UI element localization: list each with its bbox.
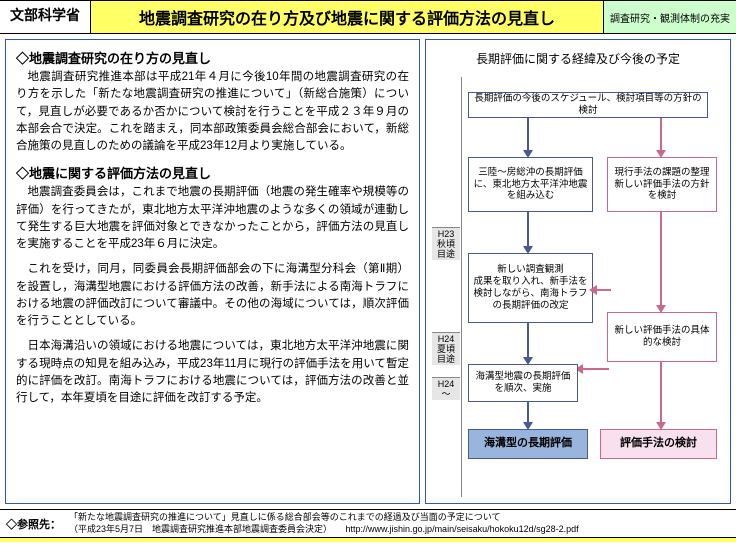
node-issues: 現行手法の課題の整理 新しい評価手法の方針を検討 <box>607 157 717 212</box>
node-sequential: 海溝型地震の長期評価を順次、実施 <box>468 364 578 402</box>
para-2: 地震調査委員会は，これまで地震の長期評価（地震の発生確率や規模等の評価）を行って… <box>16 184 409 253</box>
arrow <box>589 285 597 295</box>
para-4: 日本海溝沿いの領域における地震については，東北地方太平洋沖地震に関する現時点の知… <box>16 338 409 407</box>
chart-title: 長期評価に関する経緯及び今後の予定 <box>432 50 724 67</box>
arrow <box>660 118 662 152</box>
chart-panel: 長期評価に関する経緯及び今後の予定 H23 秋頃 目途 H24 夏頃 目途 H2… <box>425 39 731 504</box>
body-area: ◇地震調査研究の在り方の見直し 地震調査研究推進本部は平成21年４月に今後10年… <box>0 34 736 510</box>
heading-1: ◇地震調査研究の在り方の見直し <box>16 48 409 67</box>
footer-line2: （平成23年5月7日 地震調査研究推進本部地震調査委員会決定） http://w… <box>69 524 579 536</box>
page-title: 地震調査研究の在り方及び地震に関する評価方法の見直し <box>91 1 604 33</box>
arrow <box>527 212 529 248</box>
footer-text: 「新たな地震調査研究の推進について」見直しに係る総合部会等のこれまでの経過及び当… <box>69 512 579 535</box>
arrow <box>527 118 529 152</box>
node-review: 評価手法の検討 <box>600 429 717 459</box>
bottom-accent <box>0 538 736 542</box>
tl-h23: H23 秋頃 目途 <box>432 227 460 260</box>
node-longterm: 海溝型の長期評価 <box>468 429 588 459</box>
arrow <box>527 323 529 359</box>
node-schedule: 長期評価の今後のスケジュール、検討項目等の方針の検討 <box>468 92 708 118</box>
footer-label: ◇参照先： <box>6 516 61 532</box>
tag-label: 調査研究・観測体制の充実 <box>604 1 736 33</box>
tl-h24: H24 〜 <box>432 377 460 400</box>
heading-2: ◇地震に関する評価方法の見直し <box>16 163 409 182</box>
arrow <box>660 212 662 307</box>
tl-h24s: H24 夏頃 目途 <box>432 332 460 365</box>
timeline: H23 秋頃 目途 H24 夏頃 目途 H24 〜 <box>432 77 462 497</box>
arrow <box>527 402 529 424</box>
node-method: 新しい評価手法の具体的な検討 <box>607 312 717 362</box>
ministry-label: 文部科学省 <box>0 1 91 33</box>
footer-line1: 「新たな地震調査研究の推進について」見直しに係る総合部会等のこれまでの経過及び当… <box>69 512 579 524</box>
node-nankai: 新しい調査観測 成果を取り入れ、新手法を検討しながら、南海トラフの長期評価の改定 <box>468 253 593 323</box>
arrow <box>660 362 662 424</box>
node-sanriku: 三陸〜房総沖の長期評価に、東北地方太平洋沖地震を組み込む <box>468 157 593 212</box>
header-bar: 文部科学省 地震調査研究の在り方及び地震に関する評価方法の見直し 調査研究・観測… <box>0 0 736 34</box>
flowchart: H23 秋頃 目途 H24 夏頃 目途 H24 〜 長期評価の今後のスケジュール… <box>432 77 724 497</box>
para-1: 地震調査研究推進本部は平成21年４月に今後10年間の地震調査研究の在り方を示した… <box>16 69 409 155</box>
text-panel: ◇地震調査研究の在り方の見直し 地震調査研究推進本部は平成21年４月に今後10年… <box>5 39 420 504</box>
arrow <box>579 368 609 370</box>
footer: ◇参照先： 「新たな地震調査研究の推進について」見直しに係る総合部会等のこれまで… <box>0 510 736 538</box>
para-3: これを受け，同月，同委員会長期評価部会の下に海溝型分科会（第Ⅱ期）を設置し，海溝… <box>16 261 409 330</box>
